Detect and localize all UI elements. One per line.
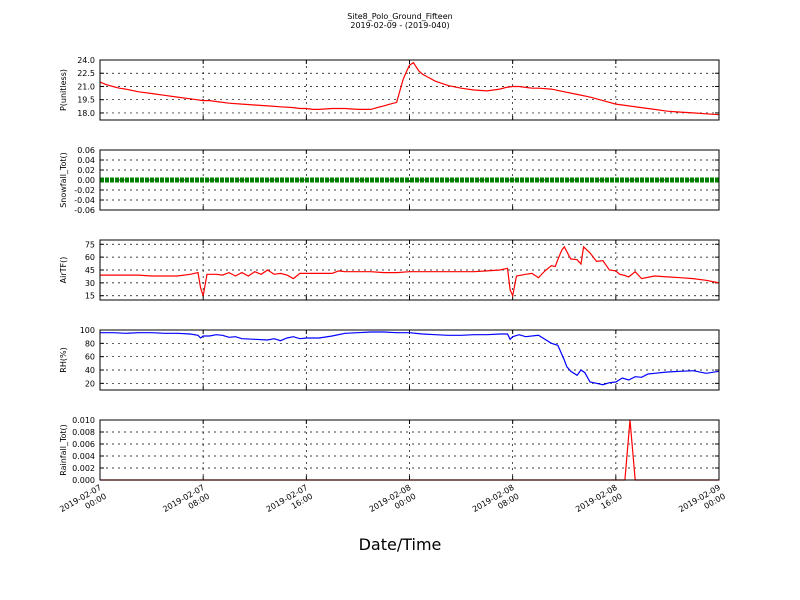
y-tick-label: 40 <box>85 366 95 375</box>
y-tick-label: 60 <box>85 253 95 262</box>
data-series-line <box>100 331 720 386</box>
axes-frame <box>99 59 720 121</box>
y-tick-label: 0.04 <box>77 156 95 165</box>
axes-frame <box>99 239 720 301</box>
x-tick-label: 2019-02-0708:00 <box>161 483 211 523</box>
y-tick-label: 18.0 <box>77 109 95 118</box>
y-tick-label: 0.006 <box>72 440 95 449</box>
chart-title: Site8_Polo_Ground_Fifteen <box>347 12 453 21</box>
x-axis-label: Date/Time <box>358 535 442 554</box>
x-tick-label: 2019-02-0808:00 <box>471 483 521 523</box>
y-axis-label: Snowfall_Tot() <box>59 152 68 208</box>
axes-frame <box>99 329 720 391</box>
y-tick-label: 100 <box>80 326 95 335</box>
chart-subtitle: 2019-02-09 - (2019-040) <box>350 21 450 30</box>
y-tick-label: 0.02 <box>77 166 95 175</box>
y-tick-label: 30 <box>85 279 95 288</box>
y-axis-label: P(unitless) <box>59 69 68 111</box>
y-tick-label: 22.5 <box>77 69 95 78</box>
y-tick-label: 24.0 <box>77 56 95 65</box>
y-tick-label: 80 <box>85 339 95 348</box>
y-tick-label: 20 <box>85 379 95 388</box>
y-tick-label: 60 <box>85 353 95 362</box>
axes-frame <box>99 149 720 211</box>
y-tick-label: 0.002 <box>72 464 95 473</box>
y-tick-label: -0.06 <box>74 206 95 215</box>
x-tick-label: 2019-02-0800:00 <box>368 483 418 523</box>
x-tick-label: 2019-02-0700:00 <box>58 483 108 523</box>
y-tick-label: 19.5 <box>77 96 95 105</box>
y-tick-label: -0.02 <box>74 186 95 195</box>
y-tick-label: 45 <box>85 266 95 275</box>
y-tick-label: -0.04 <box>74 196 95 205</box>
y-tick-label: 21.0 <box>77 82 95 91</box>
y-tick-label: 0.010 <box>72 416 95 425</box>
y-tick-label: 0.004 <box>72 452 95 461</box>
y-tick-label: 15 <box>85 292 95 301</box>
data-series-line <box>100 245 720 298</box>
y-axis-label: RH(%) <box>59 347 68 372</box>
x-tick-label: 2019-02-0716:00 <box>265 483 315 523</box>
y-tick-label: 0.06 <box>77 146 95 155</box>
data-series-line <box>99 61 720 116</box>
y-axis-label: AirTF() <box>59 257 68 284</box>
axes-frame <box>99 419 720 481</box>
x-tick-label: 2019-02-0816:00 <box>574 483 624 523</box>
y-tick-label: 75 <box>85 240 95 249</box>
y-tick-label: 0.000 <box>72 476 95 485</box>
y-axis-label: Rainfall_Tot() <box>59 424 68 476</box>
x-tick-label: 2019-02-0900:00 <box>677 483 727 523</box>
y-tick-label: 0.00 <box>77 176 95 185</box>
y-tick-label: 0.008 <box>72 428 95 437</box>
